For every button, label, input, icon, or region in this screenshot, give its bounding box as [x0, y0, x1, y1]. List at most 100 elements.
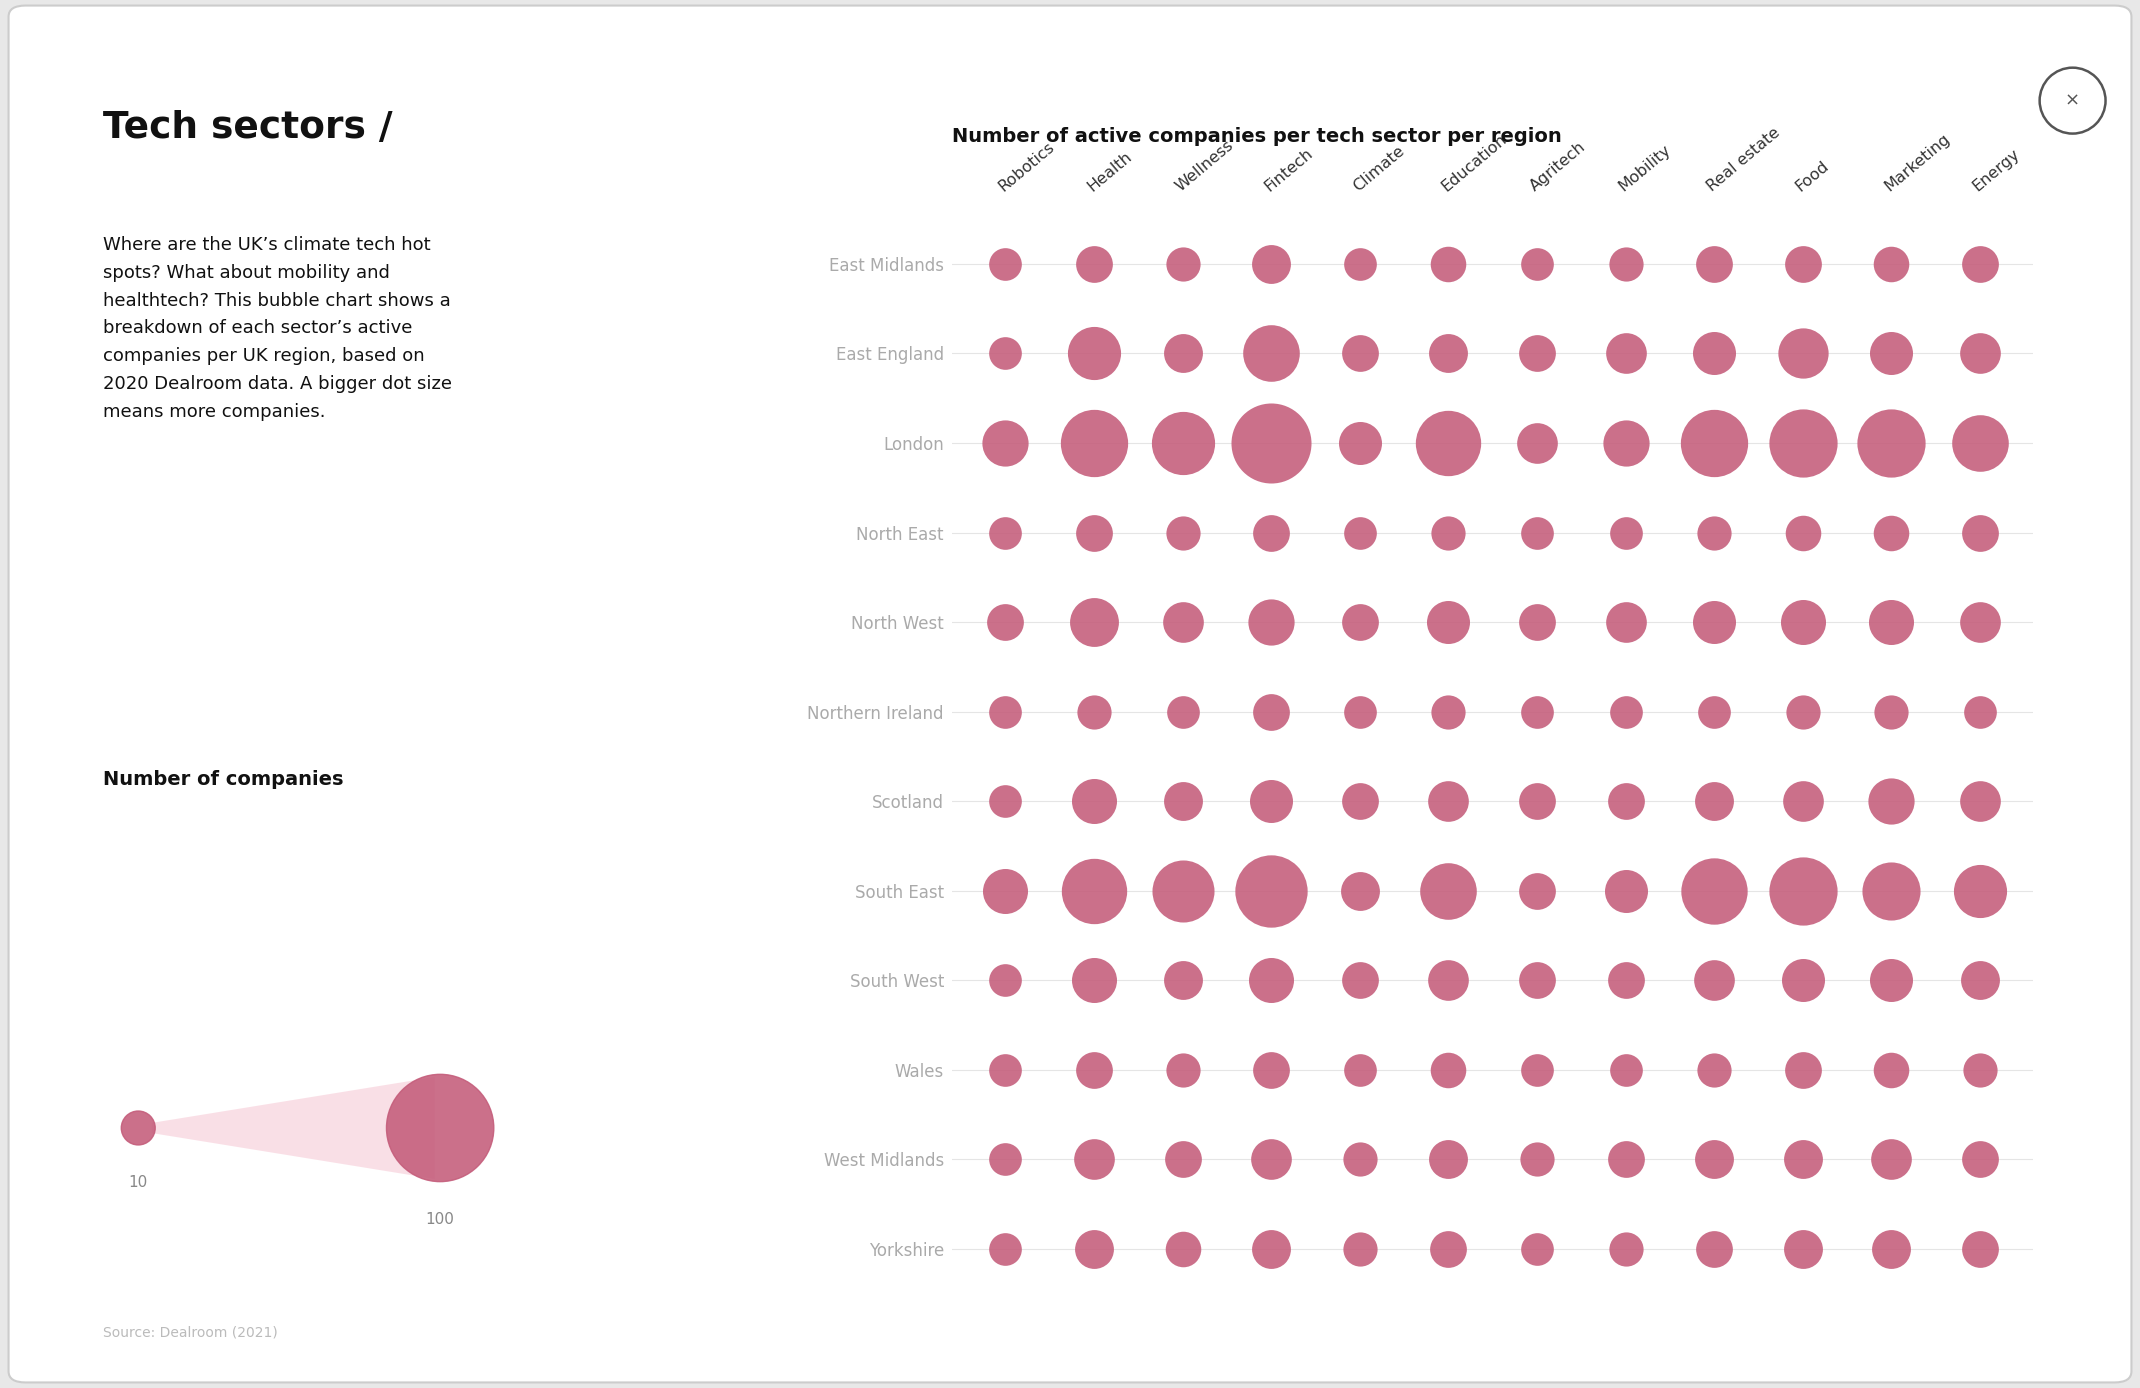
Point [989, 790, 1023, 812]
Point [1519, 611, 1554, 633]
Point [1962, 880, 1997, 902]
Point [1254, 701, 1288, 723]
Point [1166, 1059, 1201, 1081]
Point [1962, 1059, 1997, 1081]
Text: 10: 10 [128, 1176, 148, 1190]
Point [1166, 253, 1201, 275]
Point [1875, 1148, 1909, 1170]
Point [1609, 522, 1644, 544]
Point [1254, 1238, 1288, 1260]
Point [1785, 790, 1819, 812]
Point [1254, 1148, 1288, 1170]
Text: Tech sectors /: Tech sectors / [103, 110, 392, 146]
Point [1609, 611, 1644, 633]
Point [1076, 253, 1111, 275]
Point [1254, 611, 1288, 633]
Point [1697, 969, 1731, 991]
Point [1875, 522, 1909, 544]
Point [989, 343, 1023, 365]
Point [1342, 522, 1376, 544]
Point [1342, 1148, 1376, 1170]
Point [1875, 969, 1909, 991]
Point [1342, 343, 1376, 365]
Point [1697, 1148, 1731, 1170]
Point [1697, 432, 1731, 454]
Point [1432, 611, 1466, 633]
Point [1785, 969, 1819, 991]
Point [1166, 880, 1201, 902]
Point [1432, 522, 1466, 544]
Point [1519, 1059, 1554, 1081]
Point [1962, 1148, 1997, 1170]
Point [1962, 611, 1997, 633]
Point [1609, 343, 1644, 365]
Point [1519, 343, 1554, 365]
Point [1609, 1148, 1644, 1170]
Point [1432, 880, 1466, 902]
Point [1076, 701, 1111, 723]
Point [989, 880, 1023, 902]
Point [1076, 1238, 1111, 1260]
Point [1697, 1059, 1731, 1081]
Point [1519, 790, 1554, 812]
Point [1875, 611, 1909, 633]
Point [1785, 1148, 1819, 1170]
Point [1962, 1238, 1997, 1260]
Point [1076, 880, 1111, 902]
Point [1166, 1238, 1201, 1260]
Point [1697, 880, 1731, 902]
Point [1519, 1238, 1554, 1260]
Point [1076, 611, 1111, 633]
Point [1785, 880, 1819, 902]
Point [1785, 1238, 1819, 1260]
Point [1432, 790, 1466, 812]
Point [1785, 701, 1819, 723]
Point [1609, 880, 1644, 902]
Point [1166, 432, 1201, 454]
Point [1962, 522, 1997, 544]
Point [1254, 790, 1288, 812]
Text: Source: Dealroom (2021): Source: Dealroom (2021) [103, 1326, 278, 1339]
Point [1697, 790, 1731, 812]
Point [1076, 1148, 1111, 1170]
Point [1254, 522, 1288, 544]
Point [1609, 790, 1644, 812]
Point [1875, 1238, 1909, 1260]
Point [1697, 701, 1731, 723]
Point [1962, 969, 1997, 991]
Point [1785, 253, 1819, 275]
Point [1697, 1238, 1731, 1260]
Point [1076, 522, 1111, 544]
Point [1432, 701, 1466, 723]
Point [1962, 432, 1997, 454]
Point [1785, 432, 1819, 454]
Text: ×: × [2065, 92, 2080, 110]
Point [1254, 253, 1288, 275]
Point [989, 1059, 1023, 1081]
Point [989, 701, 1023, 723]
Text: Number of active companies per tech sector per region: Number of active companies per tech sect… [952, 126, 1562, 146]
Circle shape [122, 1110, 156, 1145]
Point [1166, 969, 1201, 991]
Point [1609, 1238, 1644, 1260]
Point [1342, 1059, 1376, 1081]
Point [989, 969, 1023, 991]
Point [1076, 790, 1111, 812]
Point [1697, 343, 1731, 365]
Point [1519, 701, 1554, 723]
Point [1342, 880, 1376, 902]
Point [1342, 611, 1376, 633]
Point [1519, 432, 1554, 454]
Point [1076, 1059, 1111, 1081]
Point [1875, 343, 1909, 365]
Point [1254, 1059, 1288, 1081]
Point [1432, 969, 1466, 991]
Point [1076, 432, 1111, 454]
Point [1432, 343, 1466, 365]
Point [1962, 253, 1997, 275]
Point [1254, 969, 1288, 991]
Point [1432, 1059, 1466, 1081]
Point [1609, 969, 1644, 991]
Point [1519, 880, 1554, 902]
Point [1519, 522, 1554, 544]
